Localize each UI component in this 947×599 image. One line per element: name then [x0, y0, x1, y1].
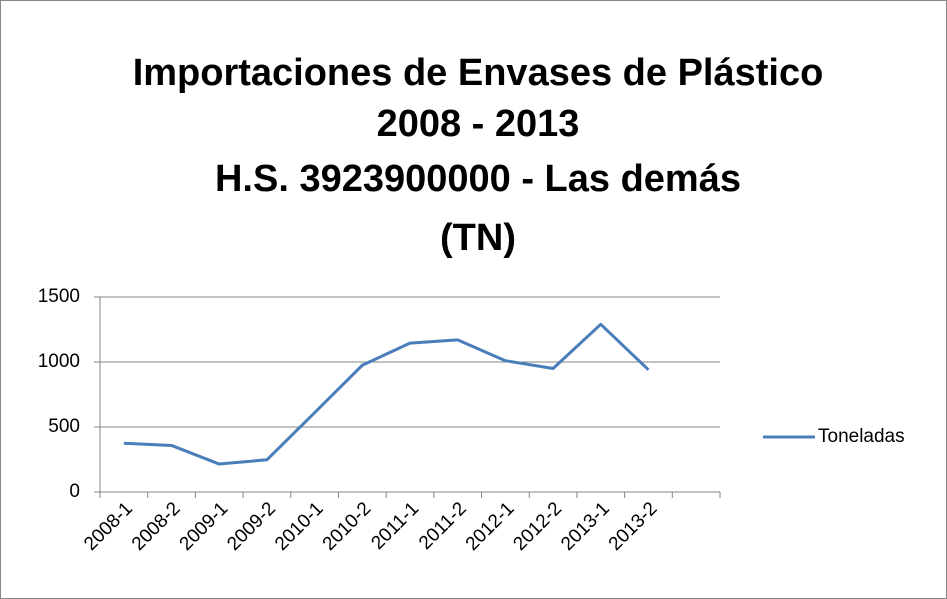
chart-title: (TN) — [440, 217, 516, 259]
y-tick-label: 0 — [69, 481, 80, 502]
chart-title: 2008 - 2013 — [377, 103, 580, 145]
y-tick-label: 1500 — [38, 286, 80, 307]
y-tick-label: 1000 — [38, 351, 80, 372]
chart-title: H.S. 3923900000 - Las demás — [215, 158, 741, 200]
chart-title: Importaciones de Envases de Plástico — [133, 52, 824, 94]
y-tick-label: 500 — [48, 416, 80, 437]
line — [123, 322, 650, 466]
legend-label: Toneladas — [818, 426, 905, 447]
